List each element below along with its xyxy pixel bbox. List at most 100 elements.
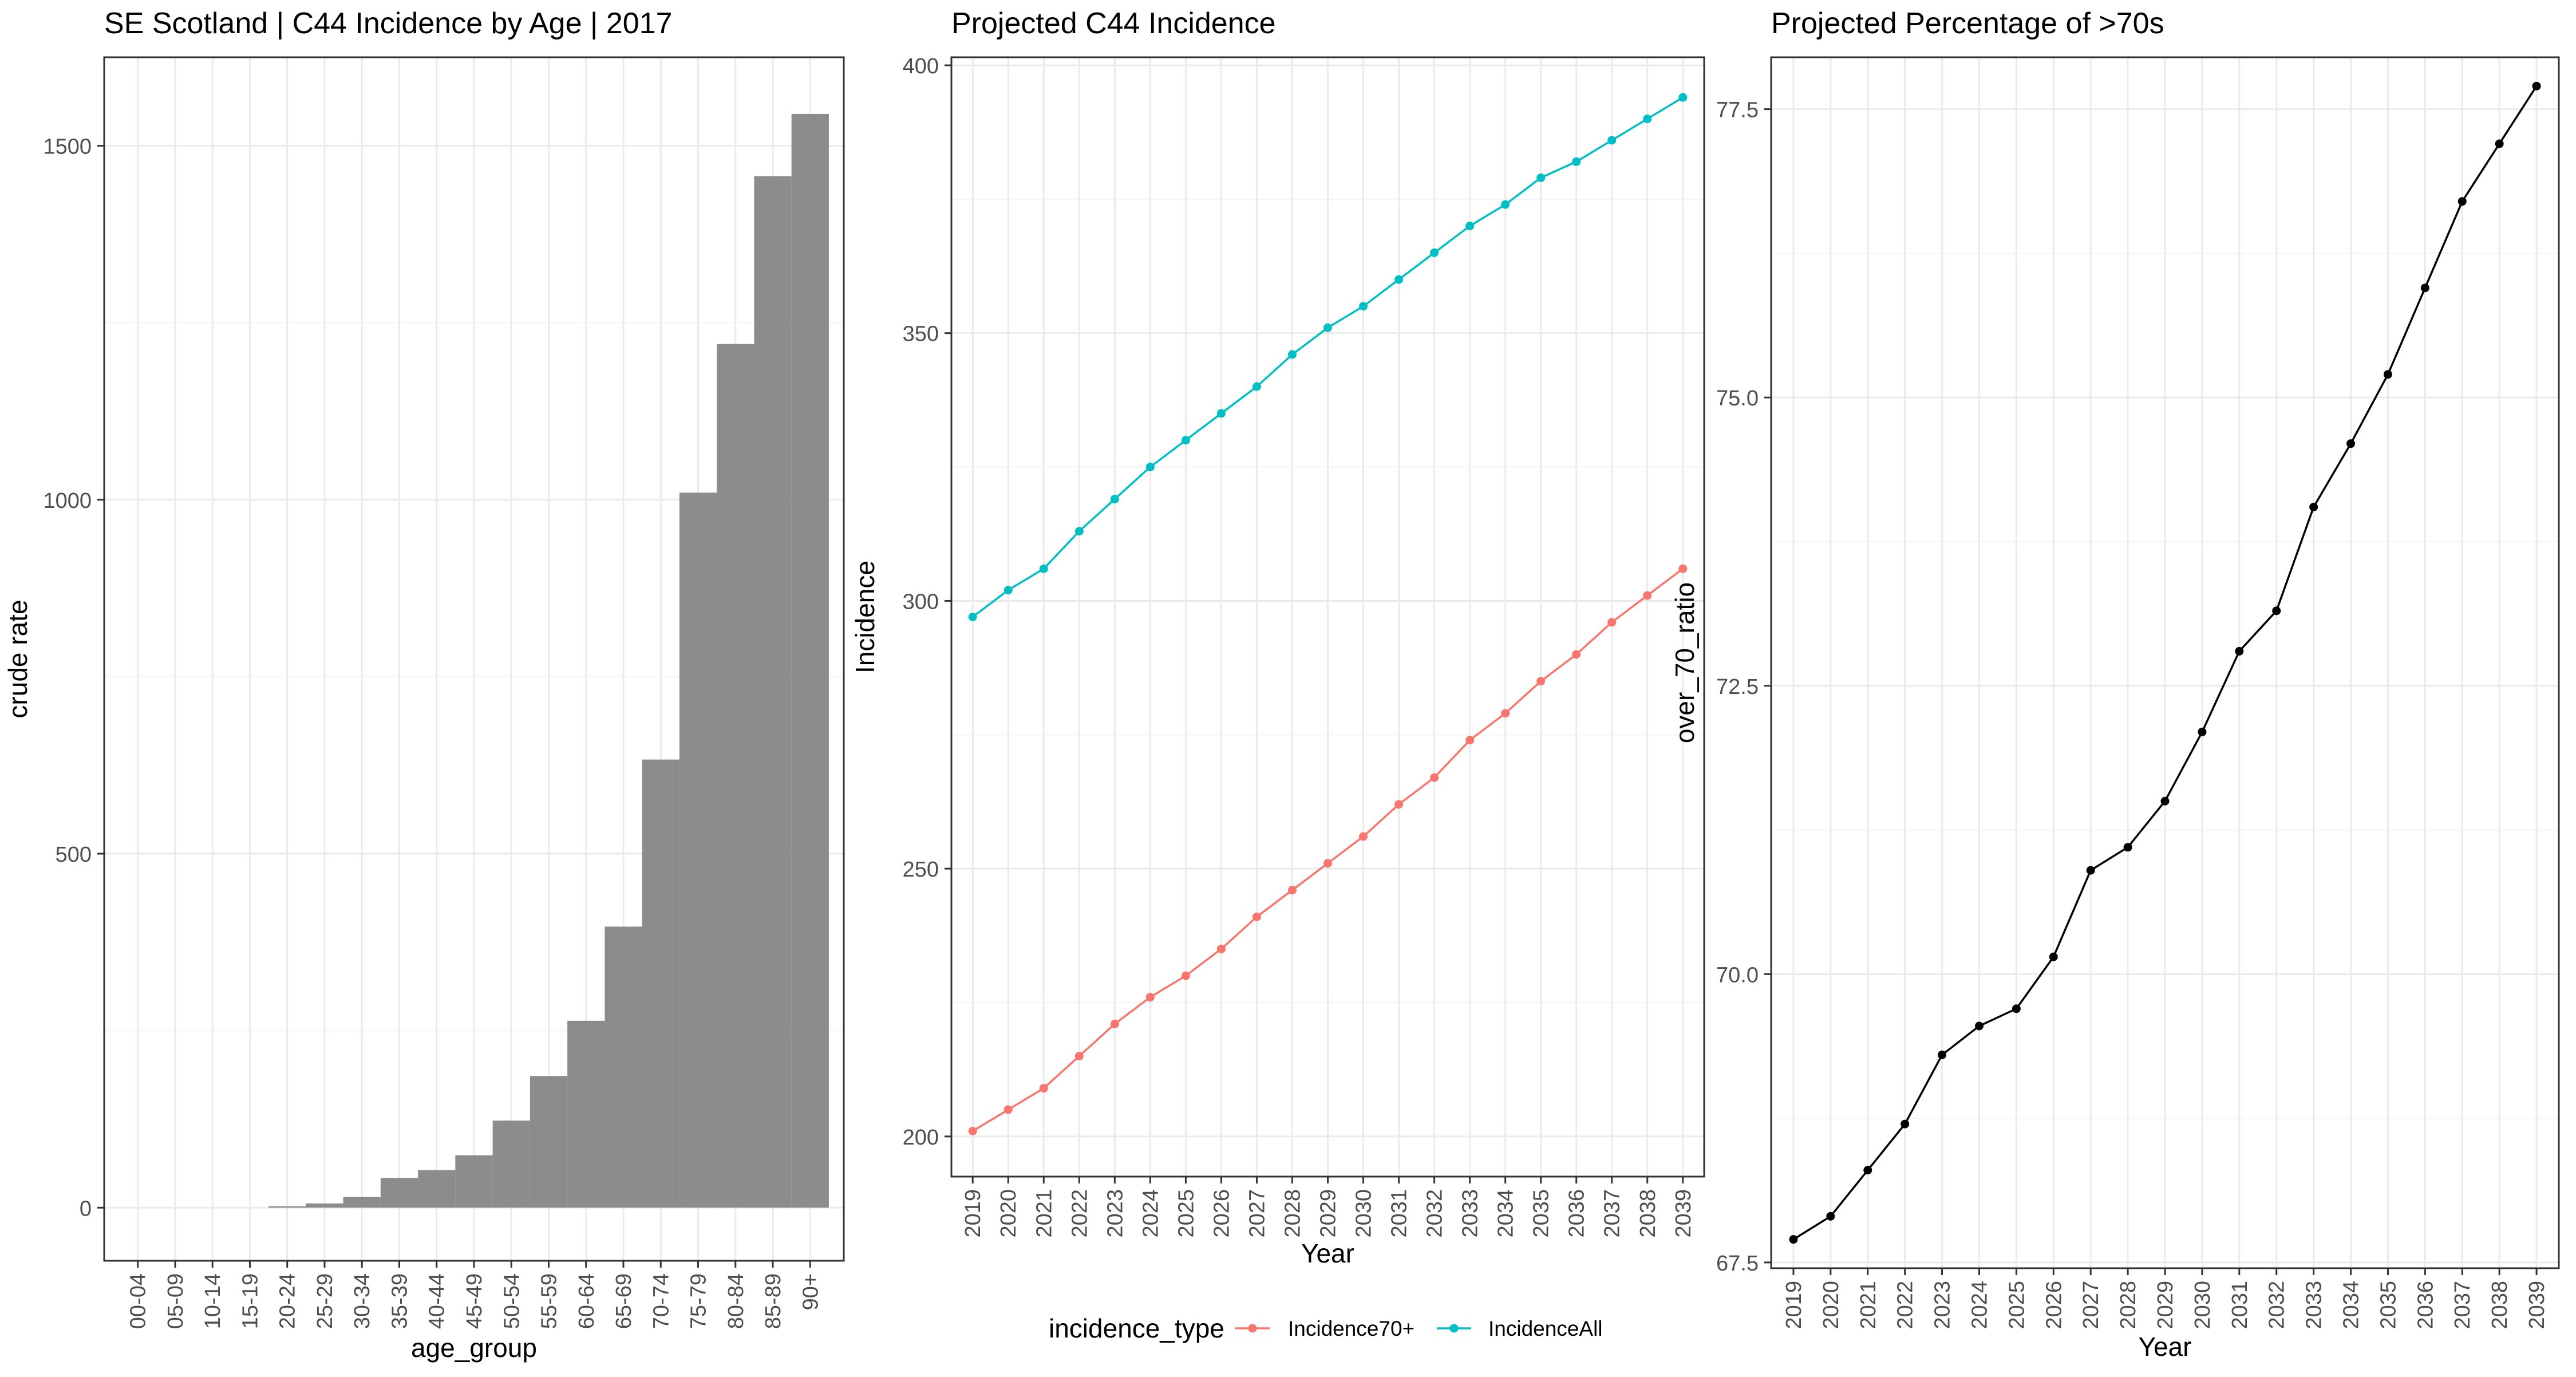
x-tick-label: 2032 <box>2265 1281 2289 1329</box>
data-point-over-70-ratio <box>1938 1050 1947 1059</box>
bar-65-69 <box>605 926 642 1208</box>
data-point-IncidenceAll <box>1643 115 1652 124</box>
x-tick-label: 2019 <box>1782 1281 1806 1329</box>
y-tick-label: 200 <box>903 1126 939 1150</box>
bar-20-24 <box>268 1206 306 1208</box>
data-point-IncidenceAll <box>1145 463 1155 472</box>
data-point-IncidenceAll <box>1252 382 1261 391</box>
data-point-Incidence70+ <box>1678 564 1688 573</box>
x-tick-label: 2039 <box>1672 1189 1696 1238</box>
y-tick-label: 1000 <box>43 489 92 513</box>
data-point-over-70-ratio <box>2420 283 2429 293</box>
x-tick-label: 2030 <box>2191 1281 2215 1329</box>
bar-80-84 <box>717 344 754 1208</box>
x-tick-label: 2026 <box>2042 1281 2066 1329</box>
x-tick-label: 00-04 <box>127 1273 151 1329</box>
x-tick-label: 2022 <box>1894 1281 1918 1329</box>
data-point-Incidence70+ <box>1359 832 1368 841</box>
data-point-IncidenceAll <box>1430 248 1439 257</box>
x-tick-label: 2037 <box>1601 1189 1625 1238</box>
panel-border <box>950 56 1705 1178</box>
x-tick-label: 50-54 <box>500 1273 524 1329</box>
y-tick-label: 300 <box>903 590 939 614</box>
y-tick-label: 250 <box>903 858 939 882</box>
x-axis-title: Year <box>2139 1332 2192 1362</box>
x-tick-label: 2037 <box>2451 1281 2475 1329</box>
data-point-Incidence70+ <box>1323 859 1332 868</box>
chart-title: SE Scotland | C44 Incidence by Age | 201… <box>104 7 673 40</box>
x-tick-label: 2028 <box>1281 1189 1305 1238</box>
x-tick-label: 75-79 <box>687 1273 711 1329</box>
data-point-Incidence70+ <box>1465 736 1475 745</box>
data-point-over-70-ratio <box>1974 1021 1984 1031</box>
x-axis-title: age_group <box>411 1333 537 1363</box>
x-tick-label: 2024 <box>1967 1281 1992 1329</box>
y-axis-title: Incidence <box>850 561 880 673</box>
x-tick-label: 2036 <box>2413 1281 2437 1329</box>
legend-key-point-Incidence70+ <box>1248 1324 1257 1333</box>
data-point-over-70-ratio <box>2383 370 2392 379</box>
x-tick-label: 15-19 <box>238 1273 262 1329</box>
x-tick-label: 2025 <box>1174 1189 1198 1238</box>
data-point-over-70-ratio <box>1826 1212 1835 1221</box>
data-point-over-70-ratio <box>2086 866 2095 875</box>
data-point-IncidenceAll <box>1039 564 1048 573</box>
x-tick-label: 2021 <box>1032 1189 1056 1238</box>
x-axis-title: Year <box>1301 1238 1354 1268</box>
bar-50-54 <box>492 1120 530 1208</box>
x-tick-label: 2029 <box>1317 1189 1341 1238</box>
data-point-Incidence70+ <box>1572 650 1581 659</box>
data-point-over-70-ratio <box>2458 197 2467 206</box>
x-tick-label: 85-89 <box>761 1273 785 1329</box>
data-point-over-70-ratio <box>2012 1004 2021 1013</box>
data-point-IncidenceAll <box>1394 275 1404 284</box>
data-point-Incidence70+ <box>1074 1052 1084 1061</box>
x-tick-label: 2035 <box>2376 1281 2400 1329</box>
legend-label-Incidence70+: Incidence70+ <box>1288 1317 1415 1340</box>
x-tick-label: 2027 <box>2079 1281 2103 1329</box>
bar-45-49 <box>455 1155 493 1208</box>
data-point-IncidenceAll <box>1181 436 1190 445</box>
data-point-over-70-ratio <box>2272 606 2281 615</box>
bar-30-34 <box>343 1197 381 1208</box>
bar-25-29 <box>306 1203 343 1208</box>
data-point-IncidenceAll <box>1287 350 1297 359</box>
data-point-IncidenceAll <box>1572 157 1581 166</box>
x-tick-label: 2034 <box>1494 1189 1518 1238</box>
y-tick-label: 70.0 <box>1716 963 1759 987</box>
data-point-over-70-ratio <box>2235 646 2244 656</box>
data-point-IncidenceAll <box>1323 323 1332 332</box>
x-tick-label: 90+ <box>799 1273 823 1310</box>
data-point-Incidence70+ <box>968 1126 977 1135</box>
x-tick-label: 70-74 <box>649 1273 673 1329</box>
bar-75-79 <box>679 492 717 1208</box>
legend-title: incidence_type <box>1049 1313 1224 1343</box>
bar-40-44 <box>418 1170 456 1208</box>
data-point-over-70-ratio <box>2309 503 2318 512</box>
x-tick-label: 05-09 <box>164 1273 188 1329</box>
y-axis-title: crude rate <box>3 599 33 718</box>
data-point-over-70-ratio <box>1901 1119 1910 1129</box>
x-tick-label: 65-69 <box>612 1273 636 1329</box>
x-tick-label: 2023 <box>1103 1189 1127 1238</box>
y-tick-label: 75.0 <box>1716 386 1759 411</box>
data-point-IncidenceAll <box>1607 136 1617 145</box>
data-point-IncidenceAll <box>1110 495 1119 504</box>
x-tick-label: 2038 <box>1636 1189 1660 1238</box>
x-tick-label: 60-64 <box>575 1273 599 1329</box>
chart-title: Projected C44 Incidence <box>951 7 1276 40</box>
bar-55-59 <box>530 1076 568 1208</box>
x-tick-label: 55-59 <box>538 1273 562 1329</box>
data-point-IncidenceAll <box>1501 200 1510 209</box>
bar-35-39 <box>380 1178 418 1208</box>
x-tick-label: 2031 <box>2228 1281 2252 1329</box>
x-tick-label: 2025 <box>2005 1281 2029 1329</box>
data-point-Incidence70+ <box>1039 1084 1048 1093</box>
y-tick-label: 0 <box>80 1197 92 1221</box>
y-tick-label: 500 <box>56 843 92 867</box>
x-tick-label: 20-24 <box>276 1273 300 1329</box>
data-point-IncidenceAll <box>968 613 977 621</box>
x-tick-label: 2031 <box>1388 1189 1412 1238</box>
x-tick-label: 40-44 <box>425 1273 449 1329</box>
